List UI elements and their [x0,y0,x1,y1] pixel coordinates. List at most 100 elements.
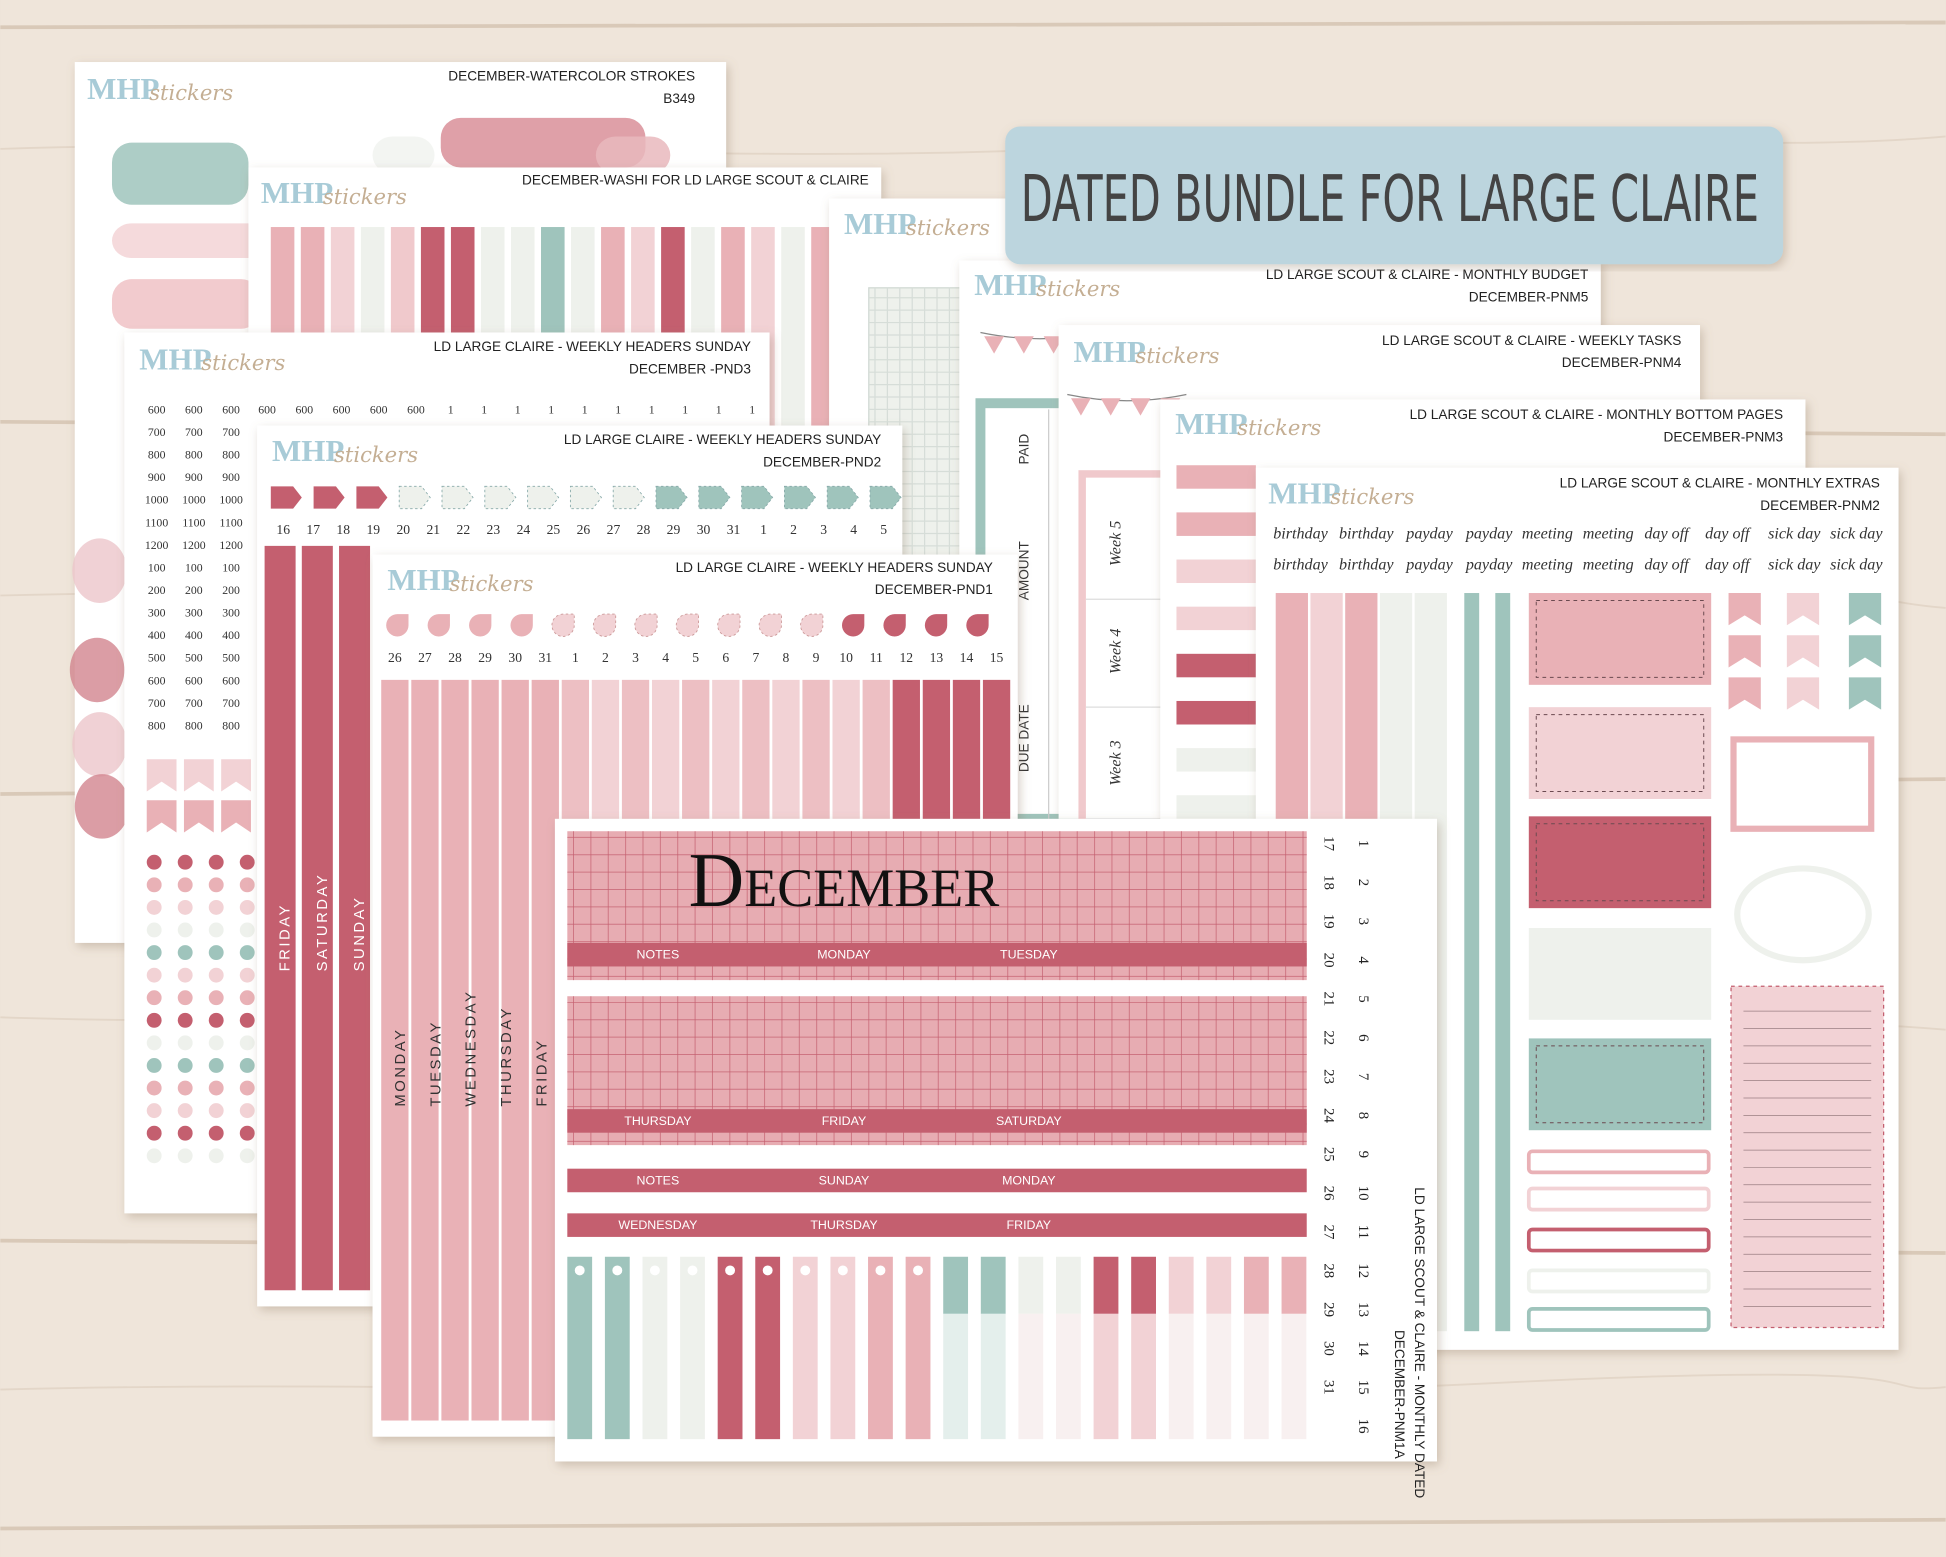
pnd3-dot [146,1035,162,1051]
day-strip [441,679,469,1421]
date-label: 29 [667,522,681,537]
date-label: 26 [577,522,591,537]
bottom-strip-base [1055,1313,1081,1440]
date-number: 10 [1355,1186,1371,1201]
watercolor-blob [74,774,130,839]
date-label: 9 [813,650,820,665]
strip-hole [837,1265,848,1276]
time-label: 1100 [145,516,168,529]
date-icon [698,485,731,510]
bottom-stripe [1176,606,1256,631]
time-label: 1200 [182,539,206,552]
bar-label: SATURDAY [996,1114,1062,1128]
sheet-code: DECEMBER-PND1 [875,582,993,597]
day-label: TUESDAY [428,1020,444,1107]
time-label: 300 [148,607,166,620]
bunting-flag [1013,336,1034,354]
bottom-strip-base [1243,1313,1269,1440]
time-label: 100 [222,561,240,574]
time-label: 700 [148,697,166,710]
pnd3-dot [177,1103,193,1119]
extras-flag [1786,677,1820,710]
bottom-strip [830,1256,856,1440]
time-label: 600 [222,403,240,416]
date-label: 16 [276,522,290,537]
extras-box [1528,1038,1712,1131]
strip-hole [913,1265,924,1276]
bottom-stripe [1176,771,1256,796]
brand-script: stickers [1136,343,1220,368]
week-label: Week 3 [1108,740,1125,785]
sheet-code: DECEMBER-PND2 [763,454,881,469]
date-number: 6 [1355,1034,1371,1041]
pnd3-dot [239,1148,255,1164]
time-label: 800 [148,719,166,732]
pnd3-dot [177,899,193,915]
brand-script: stickers [449,571,533,596]
time-label: 700 [222,426,240,439]
date-label: 27 [607,522,621,537]
brand-script: stickers [323,184,407,209]
date-icon [783,485,816,510]
event-label: sick day [1830,556,1883,573]
date-icon [841,614,865,637]
date-label: 23 [487,522,501,537]
brand-script: stickers [1237,415,1321,440]
strip-hole [649,1265,660,1276]
time-label: 1 [749,403,755,416]
pnd3-dot [239,1035,255,1051]
pnd3-dot [146,1125,162,1141]
sheet-code: DECEMBER-PNM5 [1469,289,1589,304]
date-number: 2 [1355,879,1371,886]
pnd3-dot [146,1058,162,1073]
pnd3-dot [146,1148,162,1164]
day-strip [264,545,296,1291]
pnd3-dot [208,990,224,1006]
date-number: 18 [1320,875,1336,890]
date-number: 15 [1355,1380,1371,1395]
date-label: 2 [790,522,797,537]
time-label: 1 [481,403,487,416]
strip-hole [875,1265,886,1276]
extras-oval [1734,865,1872,964]
event-label: day off [1644,556,1691,573]
pnd3-dot [146,899,162,915]
time-label: 1100 [182,516,205,529]
pnd3-dot [208,1080,224,1096]
time-label: 900 [185,471,203,484]
time-label: 1 [716,403,722,416]
day-label: SATURDAY [315,873,331,972]
day-strip [501,679,529,1421]
time-label: 200 [148,584,166,597]
date-label: 30 [697,522,711,537]
date-icon [800,613,824,637]
extras-notepad [1730,985,1885,1329]
time-label: 800 [222,719,240,732]
event-label: sick day [1768,556,1821,573]
date-number: 23 [1320,1069,1336,1084]
date-number: 31 [1320,1380,1336,1395]
time-label: 1 [649,403,655,416]
bottom-strip [868,1256,893,1440]
bar-label: FRIDAY [1007,1218,1052,1232]
pnd3-flag [221,800,251,833]
pnd3-dot [239,877,255,893]
bottom-strip [1243,1256,1269,1314]
watercolor-stroke [111,142,249,205]
bottom-stripe [1176,465,1256,489]
time-label: 100 [148,561,166,574]
strip-hole [687,1265,698,1276]
extras-flag [1728,677,1761,710]
bottom-strip [680,1256,705,1440]
bunting-flag [1100,398,1121,416]
date-label: 5 [880,522,887,537]
time-label: 300 [222,607,240,620]
time-label: 800 [148,449,166,462]
bottom-stripe [1176,653,1256,678]
time-label: 200 [185,584,203,597]
date-number: 8 [1355,1112,1371,1119]
event-label: meeting [1522,525,1573,542]
extras-label-box [1526,1307,1711,1332]
watercolor-stroke [111,223,274,259]
sheet-code: DECEMBER-PNM3 [1664,430,1784,445]
